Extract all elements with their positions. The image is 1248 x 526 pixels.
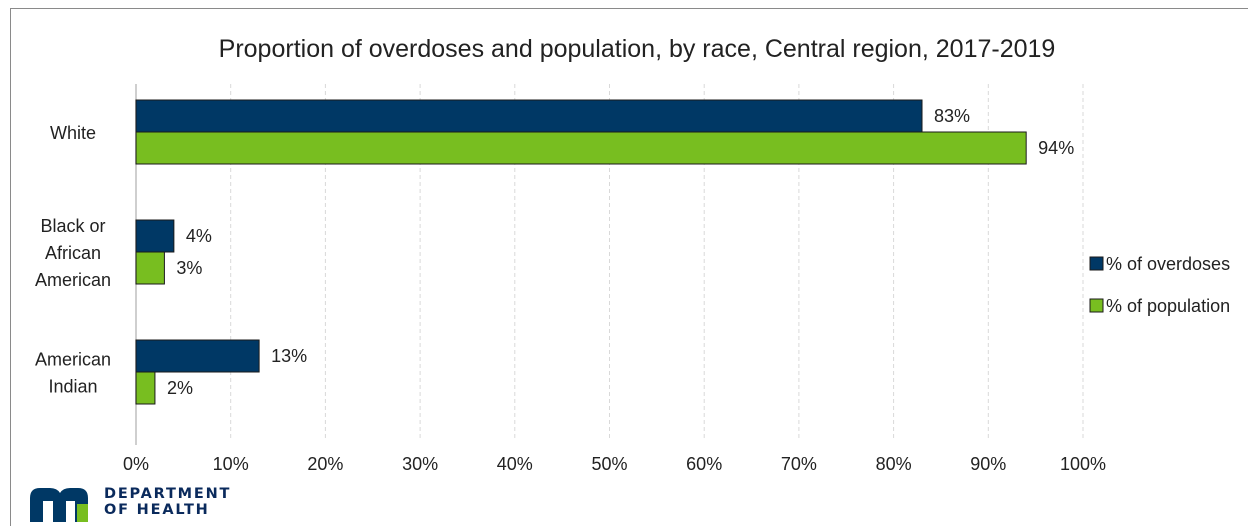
x-tick-label: 50% xyxy=(591,454,627,474)
bar-overdoses-0 xyxy=(135,99,923,133)
bar-population-0 xyxy=(135,131,1027,165)
category-label: American xyxy=(35,270,111,290)
mn-logo-icon xyxy=(30,488,88,522)
brand-line-2: OF HEALTH xyxy=(104,502,210,518)
x-tick-label: 20% xyxy=(307,454,343,474)
x-tick-label: 40% xyxy=(497,454,533,474)
category-label: Black or xyxy=(40,216,105,236)
data-labels: 83% 4% 13% 94% 3% 2% xyxy=(167,106,1074,398)
legend-label: % of population xyxy=(1106,296,1230,316)
bar-population-1 xyxy=(135,251,165,285)
category-label: White xyxy=(50,123,96,143)
department-of-health-text: DEPARTMENT OF HEALTH xyxy=(104,486,231,518)
data-label: 3% xyxy=(176,258,202,278)
legend-label: % of overdoses xyxy=(1106,254,1230,274)
data-label: 2% xyxy=(167,378,193,398)
x-tick-label: 0% xyxy=(123,454,149,474)
x-tick-label: 90% xyxy=(970,454,1006,474)
x-tick-label: 60% xyxy=(686,454,722,474)
chart-title: Proportion of overdoses and population, … xyxy=(219,35,1056,63)
chart-frame xyxy=(10,8,1248,526)
data-label: 13% xyxy=(271,346,307,366)
x-tick-label: 10% xyxy=(213,454,249,474)
category-label: American xyxy=(35,350,111,370)
legend: % of overdoses % of population xyxy=(1089,254,1230,316)
legend-swatch xyxy=(1089,298,1104,313)
category-label: Indian xyxy=(48,377,97,397)
x-tick-label: 100% xyxy=(1060,454,1106,474)
department-of-health-logo: DEPARTMENT OF HEALTH xyxy=(30,486,230,522)
x-tick-label: 70% xyxy=(781,454,817,474)
data-label: 94% xyxy=(1038,138,1074,158)
category-label: African xyxy=(45,243,101,263)
x-tick-label: 80% xyxy=(876,454,912,474)
legend-swatch xyxy=(1089,256,1104,271)
bar-population-2 xyxy=(135,371,156,405)
brand-line-1: DEPARTMENT xyxy=(104,486,232,502)
x-tick-label: 30% xyxy=(402,454,438,474)
bar-overdoses-1 xyxy=(135,219,175,253)
category-labels: White Black or African American American Indi… xyxy=(35,123,111,397)
data-label: 83% xyxy=(934,106,970,126)
data-label: 4% xyxy=(186,226,212,246)
bars xyxy=(135,99,1027,405)
bar-overdoses-2 xyxy=(135,339,260,373)
x-axis-ticks: 0% 10% 20% 30% 40% 50% 60% 70% 80% 90% 100% xyxy=(123,454,1106,474)
